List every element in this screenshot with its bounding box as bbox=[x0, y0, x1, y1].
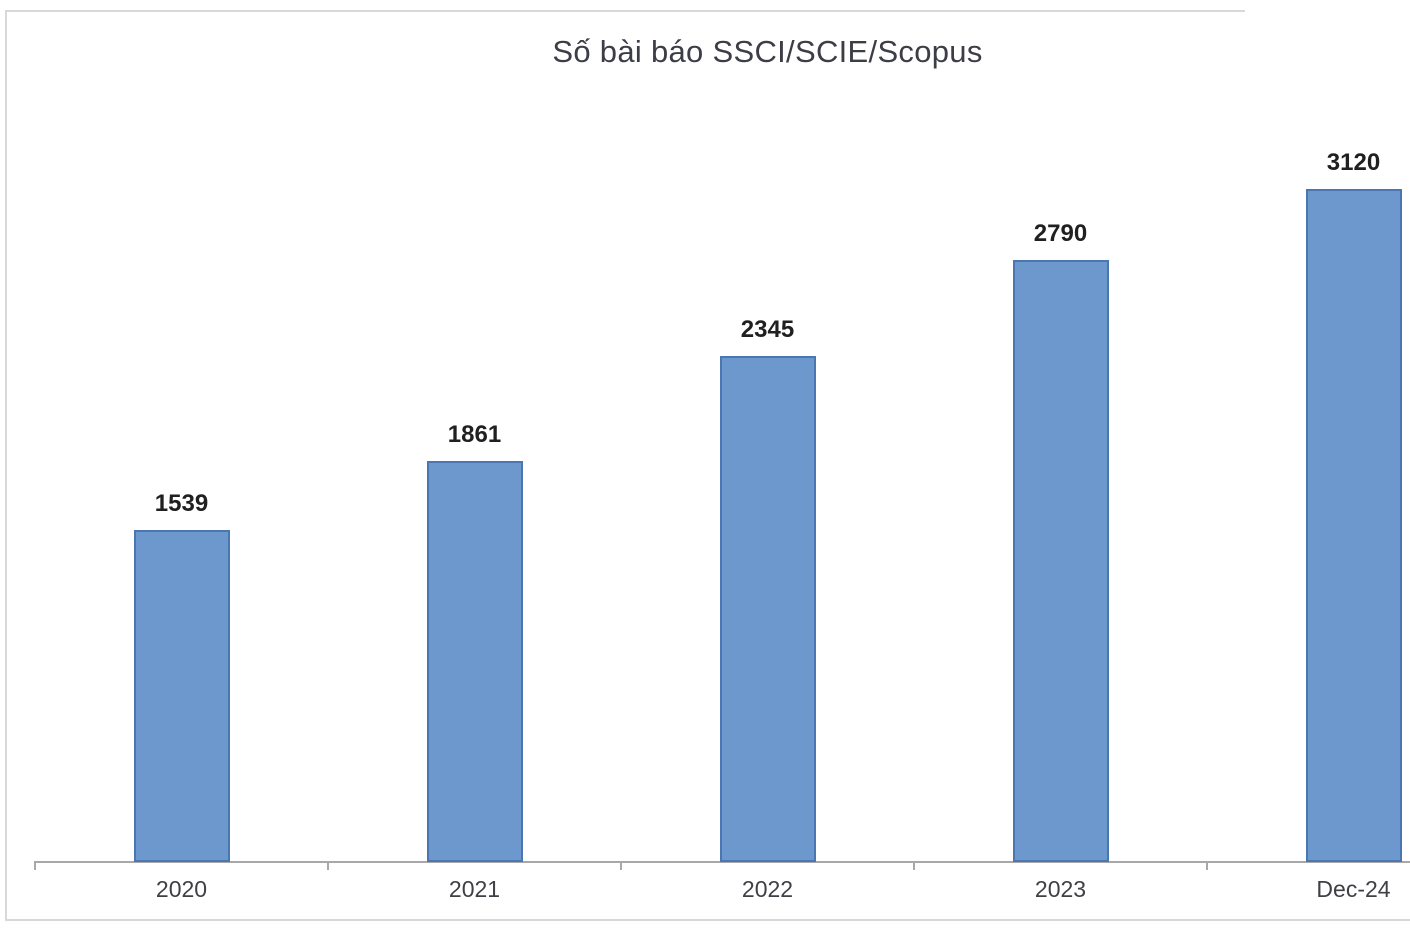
x-axis-tick-label: 2020 bbox=[155, 876, 208, 902]
bar bbox=[1305, 189, 1402, 862]
x-axis-tick-label: 2021 bbox=[448, 876, 501, 902]
x-axis-tick-label: Dec-24 bbox=[1316, 876, 1391, 902]
chart-title: Số bài báo SSCI/SCIE/Scopus bbox=[552, 34, 983, 69]
x-axis-tick bbox=[327, 861, 329, 870]
bar-value-label: 1539 bbox=[154, 490, 209, 517]
bar bbox=[133, 530, 230, 862]
x-axis-tick-label: 2022 bbox=[741, 876, 794, 902]
bar bbox=[1012, 260, 1109, 862]
bar-value-label: 2790 bbox=[1033, 220, 1088, 247]
x-axis-tick bbox=[913, 861, 915, 870]
bar-value-label: 3120 bbox=[1326, 149, 1381, 176]
bar-value-label: 1861 bbox=[447, 421, 502, 448]
bar bbox=[719, 356, 816, 862]
x-axis-tick bbox=[34, 861, 36, 870]
x-axis-tick bbox=[1206, 861, 1208, 870]
x-axis-tick bbox=[620, 861, 622, 870]
bar bbox=[426, 461, 523, 862]
x-axis-line bbox=[35, 861, 1410, 863]
x-axis-tick-label: 2023 bbox=[1034, 876, 1087, 902]
bar-value-label: 2345 bbox=[740, 316, 795, 343]
